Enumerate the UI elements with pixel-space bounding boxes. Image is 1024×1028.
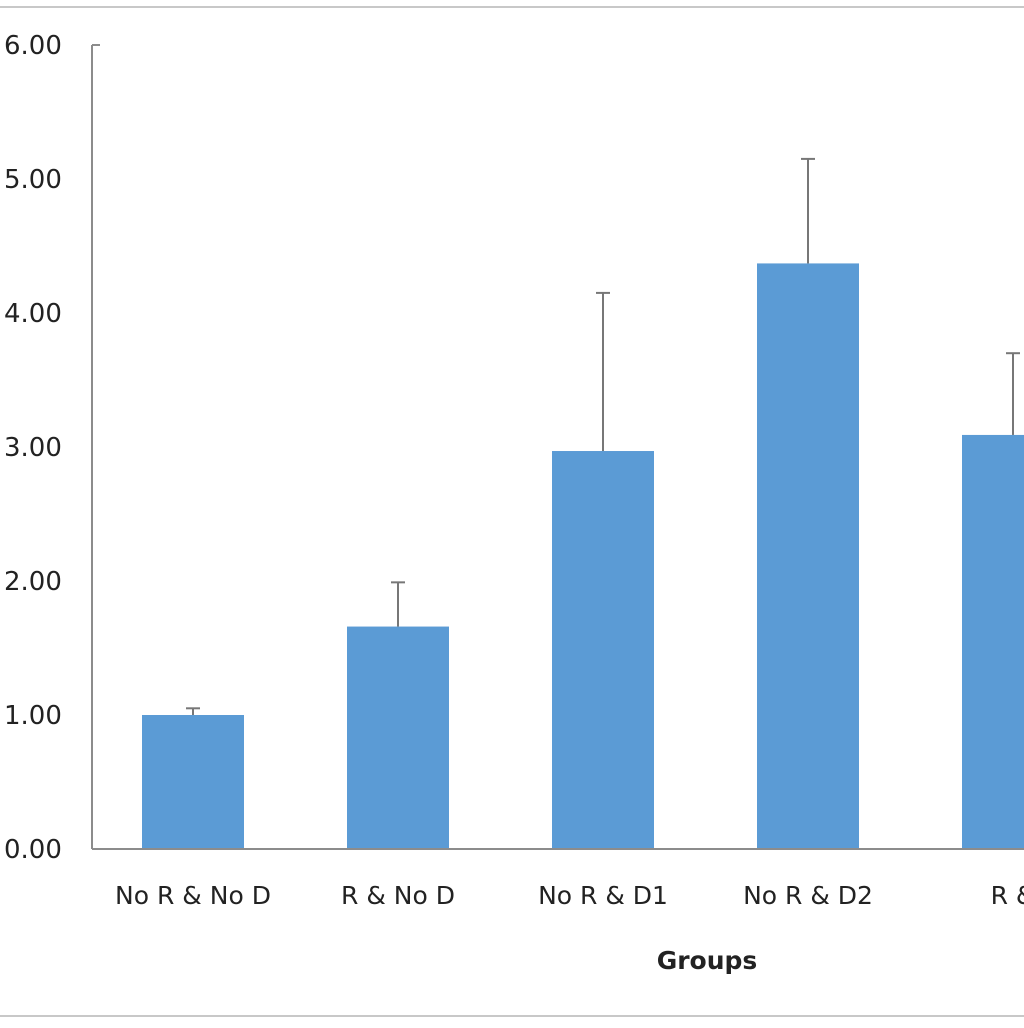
bar-series xyxy=(142,263,1024,849)
y-tick-label: 3.00 xyxy=(4,433,62,463)
error-bars xyxy=(186,157,1020,715)
bar xyxy=(552,451,654,849)
bar xyxy=(347,626,449,849)
y-tick-label: 0.00 xyxy=(4,835,62,865)
x-category-label: R & No D xyxy=(341,881,455,910)
y-tick-label: 1.00 xyxy=(4,701,62,731)
y-tick-label: 4.00 xyxy=(4,299,62,329)
axes xyxy=(91,44,1024,850)
y-tick-label: 2.00 xyxy=(4,567,62,597)
y-tick-label: 6.00 xyxy=(4,31,62,61)
x-category-label: No R & D2 xyxy=(743,881,873,910)
x-category-label: R & xyxy=(991,881,1024,910)
x-axis-categories: No R & No D R & No D No R & D1 No R & D2 R & xyxy=(115,881,1024,910)
x-category-label: No R & D1 xyxy=(538,881,668,910)
bar xyxy=(962,434,1024,849)
bar xyxy=(142,715,244,849)
y-tick-label: 5.00 xyxy=(4,165,62,195)
x-axis-label: Groups xyxy=(657,946,758,975)
bar xyxy=(757,263,859,849)
y-axis-ticks: 0.00 1.00 2.00 3.00 4.00 5.00 6.00 xyxy=(4,31,62,865)
x-category-label: No R & No D xyxy=(115,881,271,910)
